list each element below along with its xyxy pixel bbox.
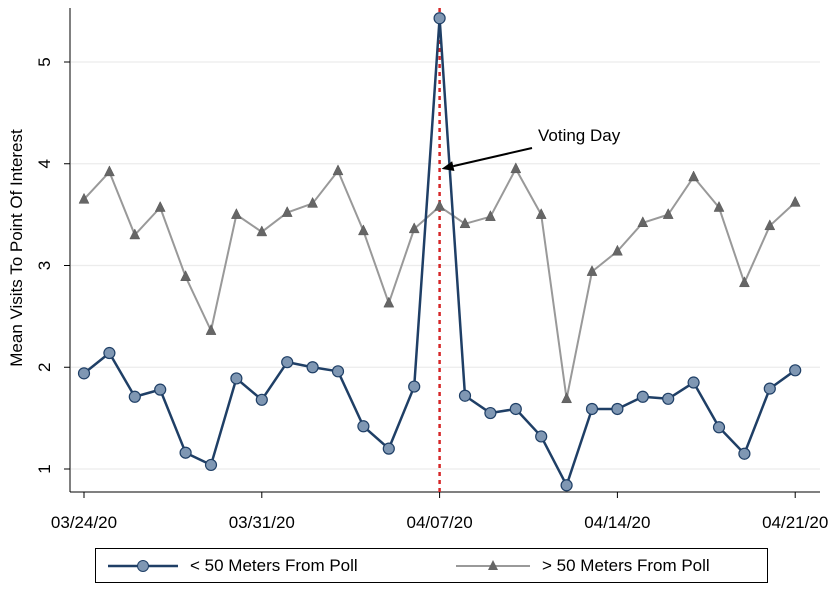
data-point-triangle	[637, 216, 649, 228]
data-point-triangle	[332, 164, 344, 176]
data-point-circle	[331, 365, 345, 378]
legend-swatch-near	[108, 559, 178, 572]
data-point-triangle	[154, 200, 166, 212]
data-point-circle	[408, 380, 421, 393]
data-point-circle	[357, 420, 370, 433]
data-point-triangle	[789, 195, 801, 207]
data-point-circle	[763, 382, 776, 395]
data-point-triangle	[180, 270, 192, 281]
data-point-circle	[484, 406, 497, 420]
data-point-circle	[306, 361, 319, 374]
data-point-triangle	[510, 162, 522, 174]
data-point-triangle	[256, 225, 268, 237]
legend-swatch-triangle	[488, 559, 498, 570]
y-ticks: 1 2 3 4 5	[35, 57, 70, 474]
data-point-triangle	[459, 217, 471, 229]
series-far	[78, 162, 801, 404]
x-tick-label-21: 04/14/20	[584, 513, 650, 532]
data-point-circle	[712, 421, 726, 434]
data-point-circle	[535, 430, 548, 443]
data-point-circle	[230, 372, 243, 385]
data-point-circle	[687, 376, 700, 389]
gridlines	[71, 61, 820, 470]
data-point-circle	[458, 389, 472, 402]
annotation: Voting Day	[441, 126, 621, 172]
data-point-circle	[103, 346, 116, 360]
data-point-triangle	[357, 224, 369, 236]
legend-swatch-circle	[137, 559, 149, 572]
data-point-circle	[179, 446, 192, 459]
legend-label-near: < 50 Meters From Poll	[190, 555, 358, 575]
data-point-circle	[585, 402, 599, 416]
data-point-triangle	[764, 219, 776, 231]
x-tick-label-7: 03/31/20	[229, 513, 295, 532]
y-tick-label-4: 4	[35, 159, 54, 168]
y-tick-label-3: 3	[35, 261, 54, 270]
legend-item-near: < 50 Meters From Poll	[106, 549, 358, 582]
data-point-triangle	[688, 170, 700, 182]
data-point-circle	[789, 364, 802, 377]
data-point-triangle	[383, 296, 395, 308]
x-tick-label-14: 04/07/20	[407, 513, 473, 532]
data-point-circle	[433, 12, 446, 25]
data-point-triangle	[434, 199, 446, 211]
data-point-triangle	[713, 200, 725, 212]
data-point-triangle	[535, 208, 547, 219]
data-point-triangle	[484, 210, 496, 221]
data-point-circle	[281, 356, 294, 369]
x-ticks: 03/24/20 03/31/20 04/07/20 04/14/20 04/21/20	[51, 492, 828, 532]
data-point-triangle	[281, 206, 293, 217]
data-point-triangle	[78, 192, 90, 204]
y-tick-label-1: 1	[35, 464, 54, 473]
data-point-circle	[611, 402, 624, 416]
data-point-circle	[255, 393, 268, 406]
data-point-circle	[154, 383, 167, 396]
data-point-circle	[662, 392, 675, 405]
data-point-triangle	[230, 208, 242, 219]
data-point-circle	[382, 442, 395, 455]
data-point-triangle	[662, 208, 674, 219]
y-axis-title: Mean Visits To Point Of Interest	[7, 129, 26, 367]
legend-item-far: > 50 Meters From Poll	[454, 549, 710, 582]
y-tick-label-5: 5	[35, 57, 54, 66]
data-point-triangle	[129, 228, 141, 240]
data-point-triangle	[561, 392, 573, 404]
legend: < 50 Meters From Poll > 50 Meters From P…	[95, 548, 768, 583]
series-near	[77, 12, 802, 492]
axes	[69, 8, 820, 493]
annotation-arrow	[453, 147, 533, 168]
data-point-circle	[204, 458, 218, 472]
x-tick-label-0: 03/24/20	[51, 513, 117, 532]
annotation-arrowhead	[441, 161, 455, 172]
data-point-circle	[77, 367, 91, 380]
series-layer	[77, 12, 802, 492]
data-point-circle	[128, 390, 141, 403]
y-tick-label-2: 2	[35, 363, 54, 372]
annotation-label: Voting Day	[538, 126, 621, 145]
legend-swatch-far	[456, 559, 530, 570]
legend-label-far: > 50 Meters From Poll	[542, 555, 710, 575]
data-point-triangle	[103, 165, 115, 177]
data-point-triangle	[611, 244, 623, 256]
x-tick-label-28: 04/21/20	[762, 513, 828, 532]
data-point-circle	[636, 390, 649, 403]
data-point-circle	[738, 447, 751, 460]
data-point-circle	[560, 479, 573, 492]
data-point-circle	[509, 402, 522, 416]
data-point-triangle	[738, 276, 750, 288]
data-point-triangle	[307, 196, 319, 208]
data-point-triangle	[586, 265, 598, 276]
data-point-triangle	[205, 324, 217, 335]
data-point-triangle	[408, 222, 420, 234]
